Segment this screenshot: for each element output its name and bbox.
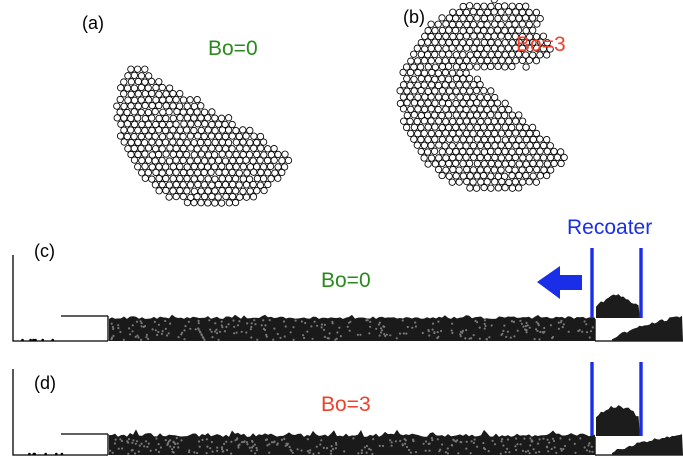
powder-bed-bo0 (12, 248, 683, 342)
rotating-drum-bo3 (396, 0, 568, 192)
bo-label-b: Bo=3 (516, 33, 566, 56)
panel-label-a: (a) (82, 13, 104, 33)
recoater-label: Recoater (567, 216, 653, 239)
panel-label-b: (b) (403, 7, 425, 27)
rotating-drum-bo0 (113, 65, 293, 207)
bo-label-c: Bo=0 (321, 269, 371, 292)
powder-bed-bo3 (12, 362, 683, 456)
panel-label-d: (d) (34, 373, 56, 393)
left-arrow-icon (537, 266, 582, 299)
bo-label-a: Bo=0 (208, 37, 258, 60)
panel-label-c: (c) (34, 241, 55, 261)
bo-label-d: Bo=3 (321, 393, 371, 416)
